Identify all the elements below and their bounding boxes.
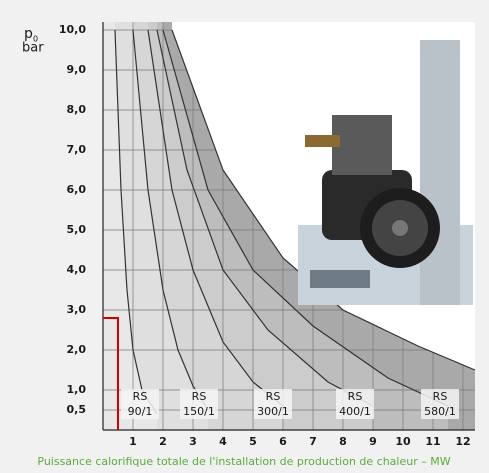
x-tick-label: 10 <box>395 435 411 448</box>
x-tick-label: 1 <box>129 435 137 448</box>
x-tick-label: 9 <box>369 435 377 448</box>
x-tick-label: 12 <box>455 435 470 448</box>
model-label: 90/1 <box>128 405 153 418</box>
x-label: Puissance calorifique totale de l'instal… <box>37 455 450 468</box>
x-tick-label: 7 <box>309 435 317 448</box>
x-tick-label: 5 <box>249 435 257 448</box>
model-label: 580/1 <box>424 405 456 418</box>
chart: p 0 bar Puissance calorifique totale de … <box>0 0 489 473</box>
y-tick-label: 5,0 <box>67 223 87 236</box>
model-label: 400/1 <box>339 405 371 418</box>
y-tick-label: 7,0 <box>67 143 87 156</box>
y-unit: bar <box>22 41 44 56</box>
model-label: RS <box>133 390 148 403</box>
x-tick-label: 3 <box>189 435 197 448</box>
model-label: RS <box>266 390 281 403</box>
y-tick-label: 10,0 <box>59 23 86 36</box>
y-tick-label: 1,0 <box>67 383 87 396</box>
model-label: 150/1 <box>183 405 215 418</box>
model-label: RS <box>348 390 363 403</box>
x-tick-label: 11 <box>425 435 440 448</box>
x-tick-label: 4 <box>219 435 227 448</box>
x-tick-label: 6 <box>279 435 287 448</box>
y-tick-label: 4,0 <box>67 263 87 276</box>
y-tick-label: 8,0 <box>67 103 87 116</box>
x-tick-label: 2 <box>159 435 167 448</box>
x-tick-label: 8 <box>339 435 347 448</box>
y-tick-label: 3,0 <box>67 303 87 316</box>
page: {"chart_data": { "type": "line", "y_labe… <box>0 0 489 473</box>
y-tick-label: 9,0 <box>67 63 87 76</box>
model-label: 300/1 <box>257 405 289 418</box>
model-label: RS <box>192 390 207 403</box>
y-tick-label: 6,0 <box>67 183 87 196</box>
y-tick-label: 0,5 <box>67 403 87 416</box>
model-label: RS <box>433 390 448 403</box>
y-tick-label: 2,0 <box>67 343 87 356</box>
